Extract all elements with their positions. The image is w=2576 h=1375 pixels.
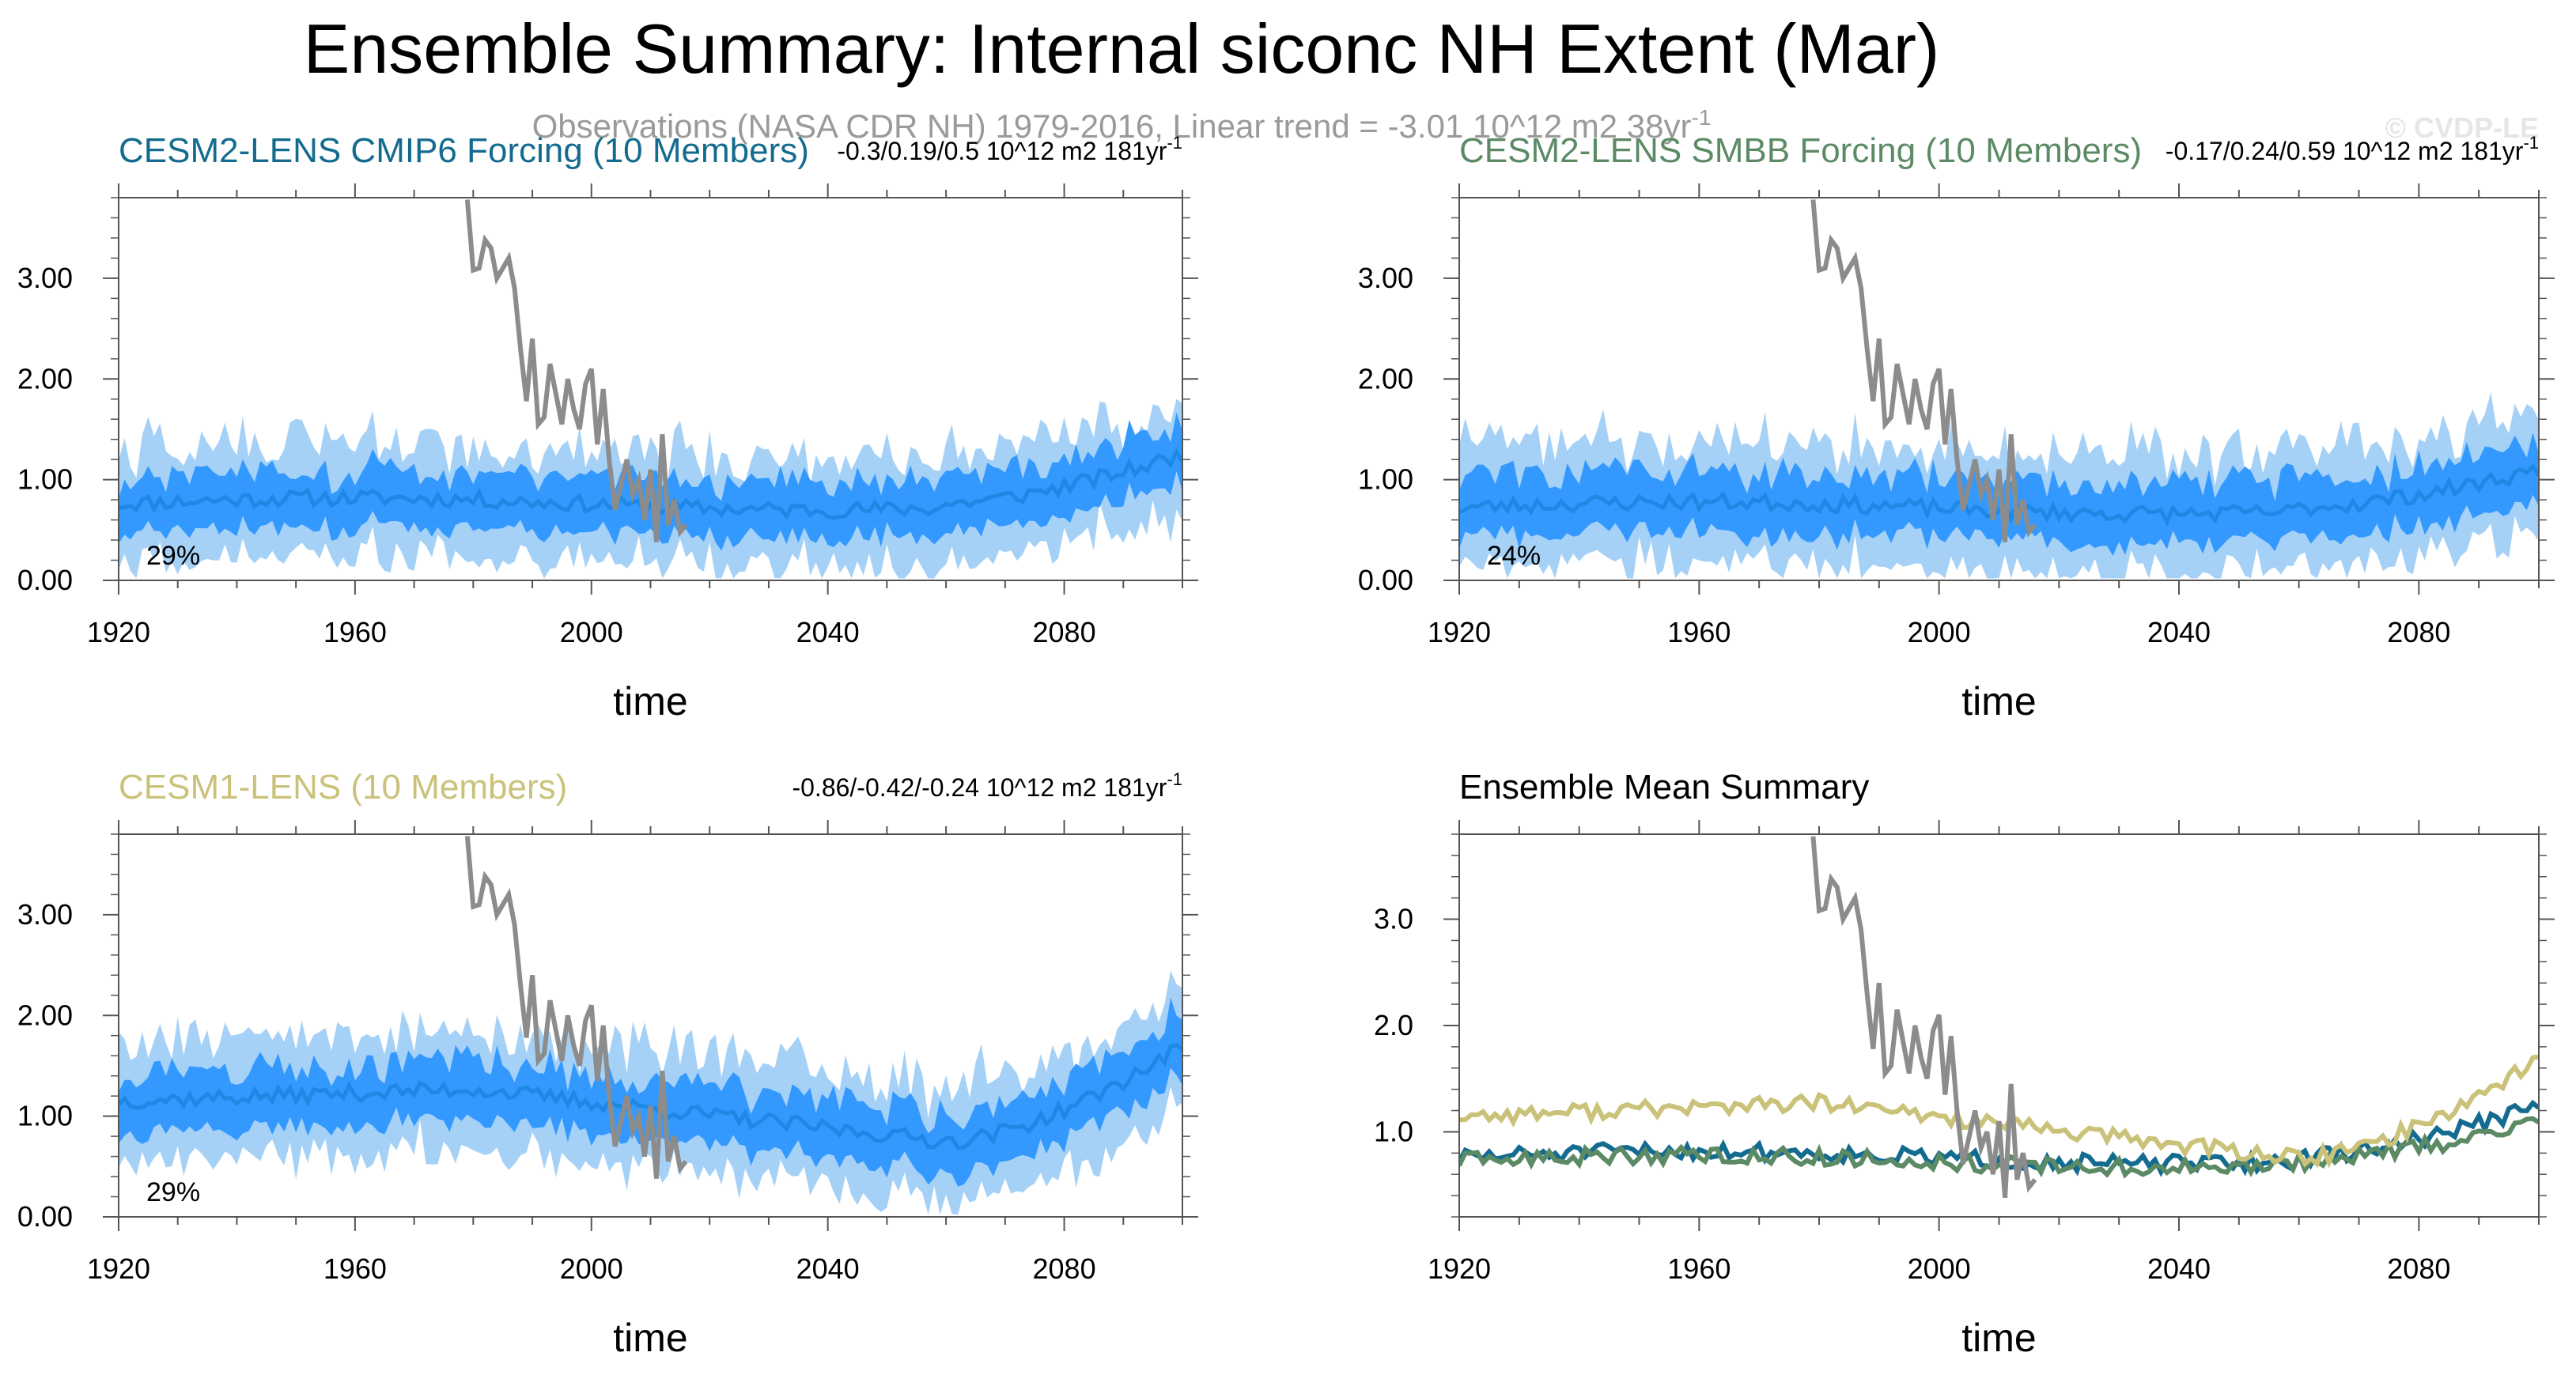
plot-area [1459,199,2539,579]
trend-sup: -1 [2523,133,2539,153]
x-tick-label: 2040 [796,1252,860,1285]
observations-line [464,836,688,1179]
y-tick-label: 2.0 [1374,1009,1413,1041]
subtitle-text: Observations (NASA CDR NH) 1979-2016, Li… [532,108,1692,145]
plot-area [1459,836,2539,1199]
x-axis-label: time [1961,679,2036,723]
x-tick-label: 1960 [323,1252,387,1285]
y-tick-label: 2.00 [1358,362,1413,395]
y-tick-label: 3.00 [17,898,73,931]
x-tick-label: 2080 [2387,616,2450,648]
x-tick-label: 1920 [87,616,150,648]
trend-text: -0.86/-0.42/-0.24 10^12 m2 181yr [792,773,1167,802]
percent-label: 29% [146,1177,200,1207]
x-tick-label: 2000 [1908,1252,1971,1285]
x-tick-label: 2080 [1033,616,1096,648]
x-tick-label: 2040 [796,616,860,648]
series-line [1459,1116,2539,1179]
y-tick-label: 2.00 [17,999,73,1031]
subtitle-sup: -1 [1692,105,1712,130]
trend-sup: -1 [1167,769,1182,789]
x-tick-label: 1920 [1428,1252,1491,1285]
panel-title: CESM2-LENS SMBB Forcing (10 Members) [1459,131,2142,170]
percent-label: 29% [146,541,200,571]
y-tick-label: 0.00 [17,564,73,596]
x-tick-label: 2000 [1908,616,1971,648]
trend-label: -0.17/0.24/0.59 10^12 m2 181yr-1 [2166,133,2539,165]
y-tick-label: 3.0 [1374,903,1413,935]
trend-label: -0.86/-0.42/-0.24 10^12 m2 181yr-1 [792,769,1182,802]
ensemble-mean-line [119,447,1182,520]
x-tick-label: 2040 [2147,616,2211,648]
y-tick-label: 3.00 [17,262,73,294]
panel-ensemble-mean-summary: Ensemble Mean Summary 1920 1960 2000 2040 208… [1374,768,2555,1360]
panel-cesm2-smbb: CESM2-LENS SMBB Forcing (10 Members) -0.1… [1358,131,2555,723]
plot-area [119,836,1182,1215]
y-tick-label: 1.00 [17,1100,73,1132]
percent-label: 24% [1487,541,1541,571]
x-axis-label: time [1961,1316,2036,1360]
trend-text: -0.17/0.24/0.59 10^12 m2 181yr [2166,137,2524,165]
x-tick-label: 1920 [1428,616,1491,648]
ensemble-inner-band [1459,433,2539,556]
y-tick-label: 1.00 [1358,463,1413,496]
ensemble-mean-line [1459,463,2539,527]
trend-label: -0.3/0.19/0.5 10^12 m2 181yr-1 [837,133,1182,165]
x-axis-label: time [613,1316,687,1360]
x-tick-label: 1960 [1667,1252,1731,1285]
observations-line [464,199,688,542]
x-tick-label: 2000 [560,1252,623,1285]
panel-title: CESM2-LENS CMIP6 Forcing (10 Members) [119,131,809,170]
panel-title: CESM1-LENS (10 Members) [119,768,567,806]
y-tick-label: 0.00 [17,1200,73,1233]
x-tick-label: 2080 [1033,1252,1096,1285]
watermark: © CVDP-LE [2385,111,2539,144]
x-tick-label: 2000 [560,616,623,648]
y-tick-label: 1.0 [1374,1115,1413,1147]
x-tick-label: 1920 [87,1252,150,1285]
x-axis-label: time [613,679,687,723]
y-tick-label: 0.00 [1358,564,1413,596]
trend-sup: -1 [1167,133,1182,153]
x-tick-label: 2040 [2147,1252,2211,1285]
figure-title: Ensemble Summary: Internal siconc NH Ext… [304,9,1940,88]
panel-cesm2-cmip6: CESM2-LENS CMIP6 Forcing (10 Members) -0.… [17,131,1198,723]
plot-area [119,199,1182,579]
trend-text: -0.3/0.19/0.5 10^12 m2 181yr [837,137,1167,165]
panel-title: Ensemble Mean Summary [1459,768,1869,806]
x-tick-label: 2080 [2387,1252,2450,1285]
observations-line [1810,836,2037,1199]
panel-cesm1: CESM1-LENS (10 Members) -0.86/-0.42/-0.24… [17,768,1198,1360]
observations-line [1810,199,2037,542]
y-tick-label: 2.00 [17,362,73,395]
x-tick-label: 1960 [323,616,387,648]
y-tick-label: 1.00 [17,463,73,496]
y-tick-label: 3.00 [1358,262,1413,294]
x-tick-label: 1960 [1667,616,1731,648]
figure-subtitle: Observations (NASA CDR NH) 1979-2016, Li… [532,105,1712,145]
